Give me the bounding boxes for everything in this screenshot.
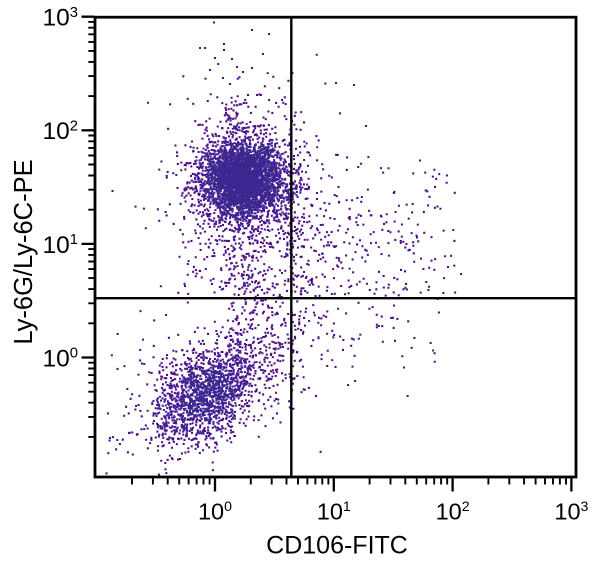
svg-text:101: 101 (317, 499, 351, 525)
svg-text:CD106-FITC: CD106-FITC (266, 532, 408, 560)
svg-text:Ly-6G/Ly-6C-PE: Ly-6G/Ly-6C-PE (10, 159, 38, 344)
